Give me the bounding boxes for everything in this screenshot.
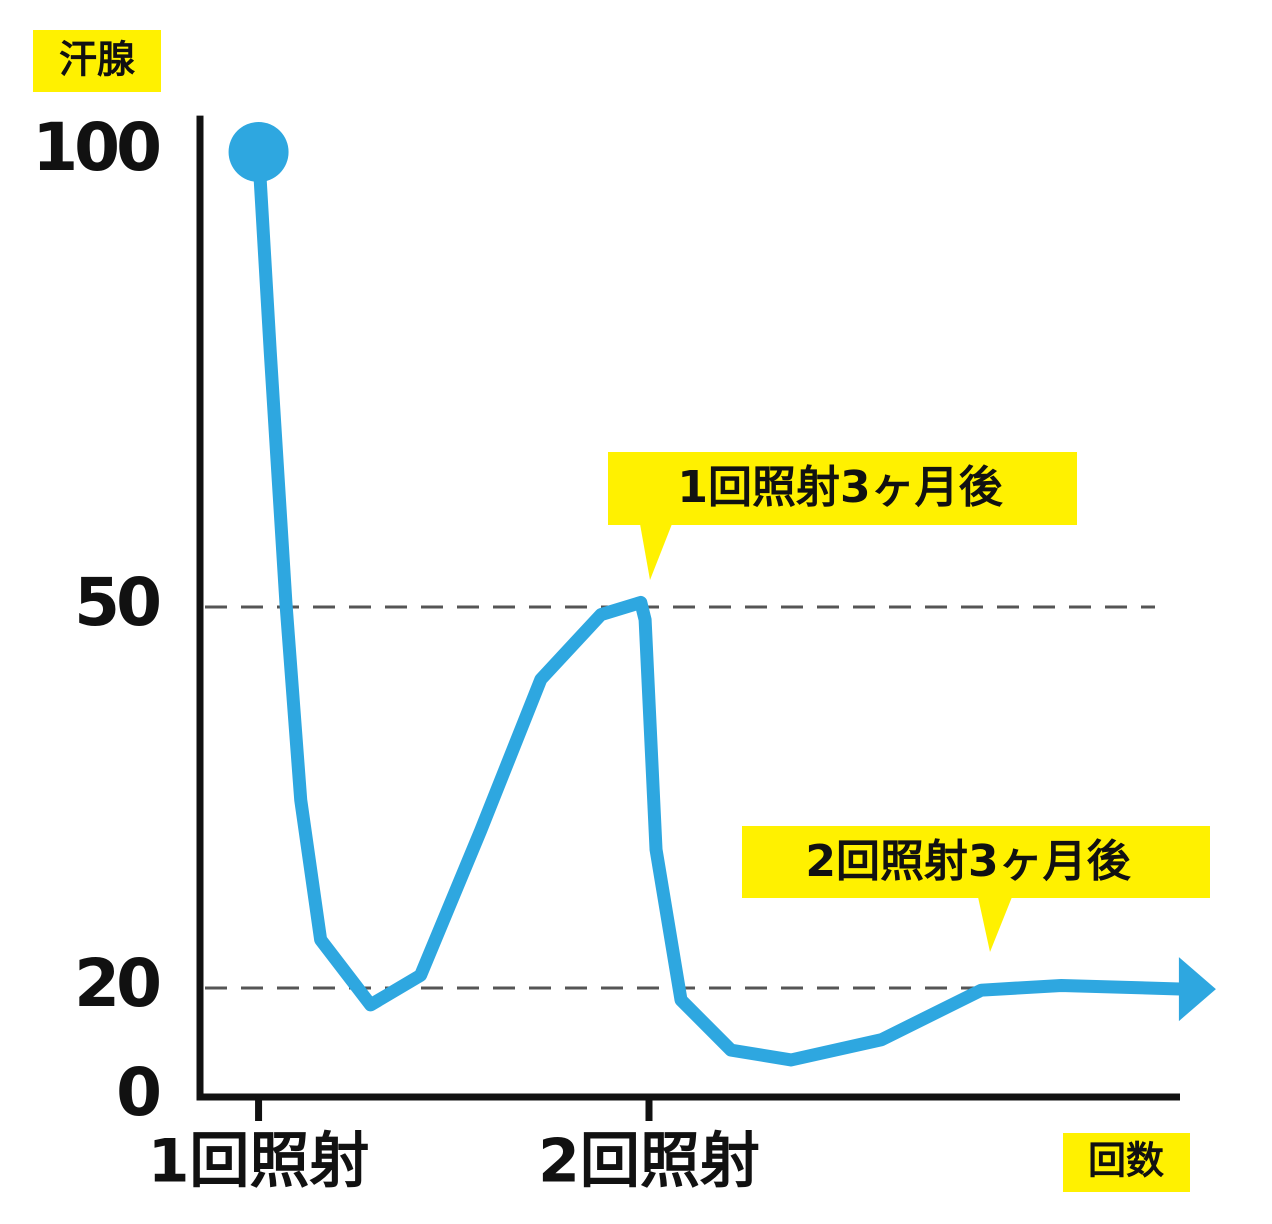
arrow-head — [1178, 957, 1216, 1022]
annotation-pointer — [640, 524, 672, 580]
x-tick-label: 2回照射 — [538, 1127, 760, 1197]
x-label-box — [1063, 1133, 1190, 1192]
y-tick-label: 100 — [32, 109, 159, 186]
start-dot — [228, 122, 289, 182]
line — [252, 145, 1191, 1067]
annotation: 2回照射3ヶ月後 — [805, 836, 1131, 887]
y-tick-label: 20 — [74, 945, 159, 1022]
x-axis-label: 回数 — [1088, 1139, 1164, 1183]
x-tick-label: 1回照射 — [148, 1127, 370, 1197]
y-axis — [196, 115, 1180, 1101]
annotation-pointer — [978, 897, 1012, 952]
annotation-box — [608, 452, 1077, 525]
y-tick-label: 0 — [116, 1054, 159, 1131]
annotation: 1回照射3ヶ月後 — [677, 462, 1003, 513]
y-tick-label: 50 — [74, 564, 159, 641]
y-axis-label: 汗腺 — [59, 38, 136, 82]
annotation-box — [742, 826, 1210, 898]
y-label-box — [33, 30, 161, 92]
